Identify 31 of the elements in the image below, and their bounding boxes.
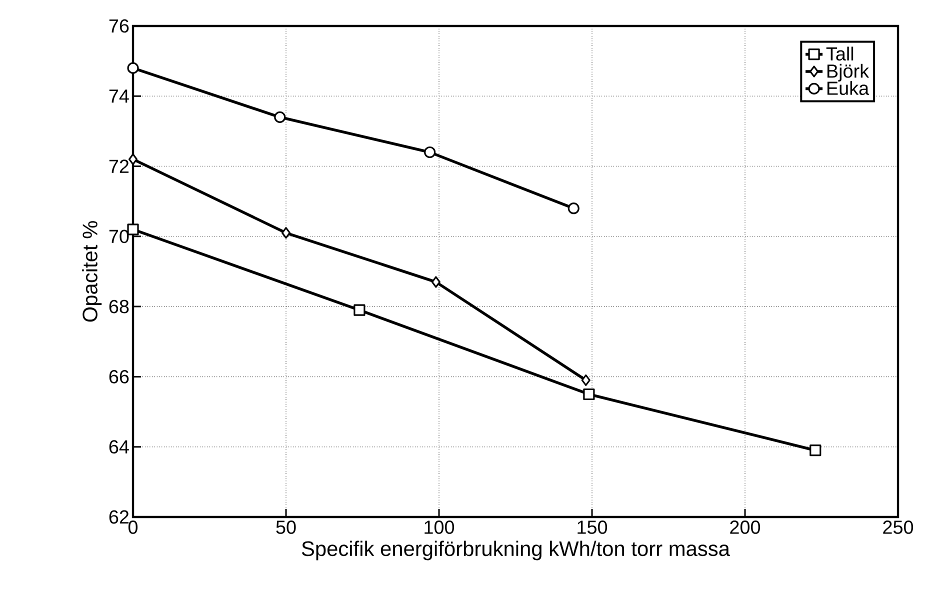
point [583, 388, 595, 400]
x-tick-label: 50 [276, 520, 296, 534]
y-tick-label: 70 [109, 230, 129, 244]
point [354, 304, 366, 316]
x-tick-label: 0 [128, 520, 138, 534]
point [810, 444, 822, 456]
y-axis-title: Opacitet % [82, 221, 102, 322]
legend-label: Tall [826, 46, 854, 61]
y-tick-label: 64 [109, 440, 129, 454]
y-tick-label: 68 [109, 300, 129, 314]
point [581, 374, 590, 386]
point [424, 146, 436, 158]
x-tick-label: 150 [578, 520, 608, 534]
point [431, 276, 440, 288]
y-tick-label: 74 [109, 90, 129, 103]
point [127, 62, 139, 74]
y-tick-label: 66 [109, 370, 129, 384]
x-tick-label: 100 [424, 520, 454, 534]
x-axis-title: Specifik energiförbrukning kWh/ton torr massa [302, 540, 730, 560]
point [127, 224, 139, 236]
point [274, 111, 286, 123]
point [281, 227, 291, 239]
y-tick-label: 72 [109, 160, 129, 173]
point [568, 202, 580, 214]
legend-label: Euka [827, 81, 870, 95]
y-tick-label: 62 [109, 510, 129, 524]
legend-label: Björk [827, 64, 870, 82]
y-tick-label: 76 [109, 19, 129, 33]
point [128, 153, 138, 166]
x-tick-label: 250 [883, 520, 914, 534]
x-tick-label: 200 [730, 520, 760, 534]
